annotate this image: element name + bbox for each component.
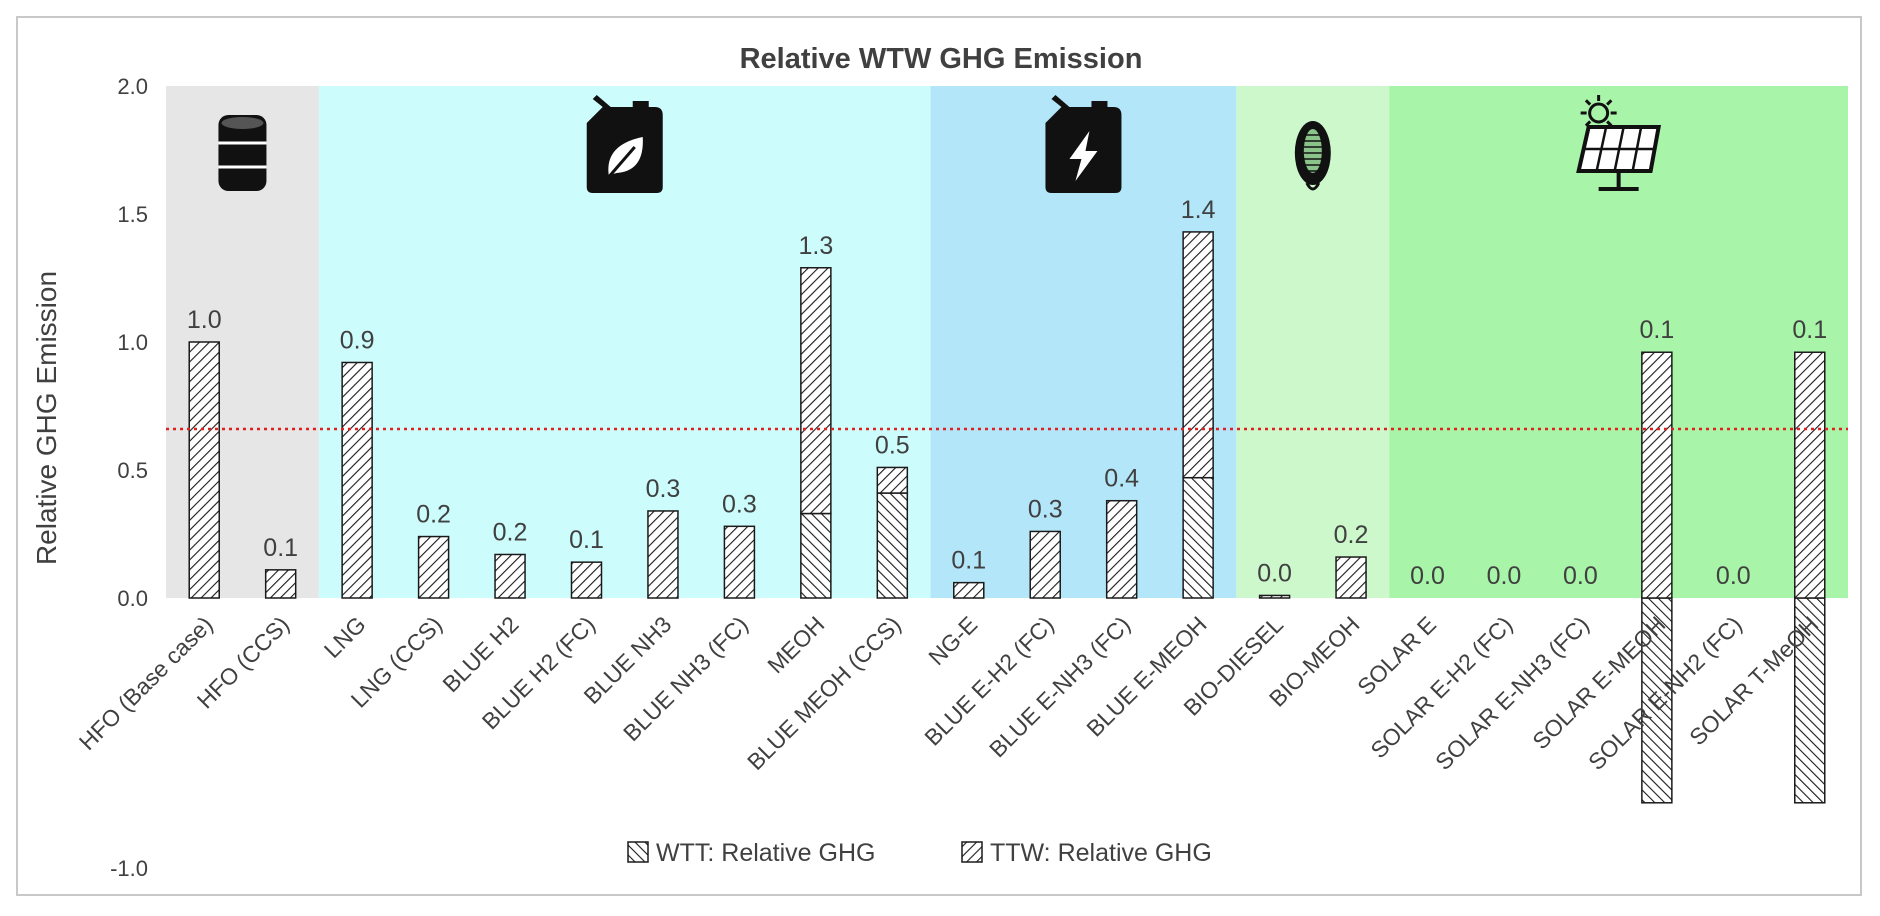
bar-ttw xyxy=(1641,351,1673,599)
data-label: 0.0 xyxy=(1410,562,1445,590)
data-label: 1.4 xyxy=(1181,196,1216,224)
oil-barrel-icon xyxy=(218,115,267,191)
bar-ttw xyxy=(1029,530,1061,599)
data-label: 0.1 xyxy=(263,534,298,562)
data-label: 0.5 xyxy=(875,431,910,459)
data-label: 0.1 xyxy=(1792,316,1827,344)
bar-ttw xyxy=(723,525,756,599)
data-label: 0.3 xyxy=(646,475,681,503)
legend-label: WTT: Relative GHG xyxy=(656,839,875,867)
data-label: 0.9 xyxy=(340,326,375,354)
y-tick-label: 1.5 xyxy=(117,202,148,227)
data-label: 0.2 xyxy=(493,518,528,546)
bar-ttw xyxy=(341,361,373,599)
bar-wtt xyxy=(1794,597,1826,804)
data-label: 0.1 xyxy=(951,547,986,575)
category-label: NG-E xyxy=(923,611,982,670)
legend-label: TTW: Relative GHG xyxy=(990,839,1212,867)
bar-ttw xyxy=(876,466,909,494)
data-label: 0.3 xyxy=(722,490,757,518)
bar-ttw xyxy=(188,341,220,599)
category-label: BLUE E-NH3 (FC) xyxy=(984,611,1135,762)
data-label: 0.0 xyxy=(1563,562,1598,590)
bar-ttw xyxy=(264,569,297,599)
fuel-can-leaf-icon xyxy=(586,95,663,193)
data-label: 0.1 xyxy=(1639,316,1674,344)
bar-ttw xyxy=(1182,231,1214,479)
data-label: 1.3 xyxy=(798,232,833,260)
y-axis-title: Relative GHG Emission xyxy=(31,271,62,565)
data-label: 0.0 xyxy=(1716,562,1751,590)
chart-title: Relative WTW GHG Emission xyxy=(740,43,1143,75)
bar-ttw xyxy=(570,561,603,599)
category-label: MEOH xyxy=(762,611,829,678)
bar-ttw xyxy=(800,267,832,515)
legend-swatch xyxy=(961,841,983,863)
solar-panel-icon xyxy=(1576,95,1662,191)
y-tick-label: 0.0 xyxy=(117,586,148,611)
category-label: LNG xyxy=(319,611,371,663)
y-tick-label: 2.0 xyxy=(117,74,148,99)
bar-ttw xyxy=(494,553,526,599)
bar-ttw xyxy=(647,510,679,599)
category-label: BLUE MEOH (CCS) xyxy=(742,611,906,775)
data-label: 0.2 xyxy=(1334,521,1369,549)
bar-ttw xyxy=(953,581,985,599)
bar-wtt xyxy=(1641,597,1673,804)
data-label: 0.3 xyxy=(1028,495,1063,523)
bar-wtt xyxy=(1182,476,1214,599)
data-label: 0.2 xyxy=(416,501,451,529)
fuel-can-bolt-icon xyxy=(1045,95,1122,193)
data-label: 0.1 xyxy=(569,526,604,554)
bar-ttw xyxy=(1258,594,1291,599)
wtw-ghg-chart: -1.0 0.0 0.5 1.0 1.5 2.0 1.0 0.1 0.9 0.2 0.2 0.1 0.… xyxy=(31,43,1848,881)
data-label: 1.0 xyxy=(187,306,222,334)
legend-swatch xyxy=(627,841,649,863)
y-tick-label: 0.5 xyxy=(117,458,148,483)
data-label: 0.4 xyxy=(1104,465,1139,493)
bar-ttw xyxy=(1105,499,1138,599)
data-label: 0.0 xyxy=(1487,562,1522,590)
corn-icon xyxy=(1294,121,1331,191)
y-tick-label: -1.0 xyxy=(110,856,148,881)
legend: WTT: Relative GHG TTW: Relative GHG xyxy=(627,839,1212,867)
bar-ttw xyxy=(1794,351,1826,599)
category-label: HFO (Base case) xyxy=(74,611,218,755)
bar-wtt xyxy=(800,512,832,599)
data-label: 0.0 xyxy=(1257,559,1292,587)
category-label: SOLAR E-H2 (FC) xyxy=(1365,611,1517,763)
chart-frame: -1.0 0.0 0.5 1.0 1.5 2.0 1.0 0.1 0.9 0.2 0.2 0.1 0.… xyxy=(16,16,1862,896)
bar-ttw xyxy=(417,535,450,599)
y-tick-label: 1.0 xyxy=(117,330,148,355)
bar-wtt xyxy=(876,492,909,599)
category-label: BLUE E-H2 (FC) xyxy=(919,611,1058,750)
bar-ttw xyxy=(1335,556,1367,599)
